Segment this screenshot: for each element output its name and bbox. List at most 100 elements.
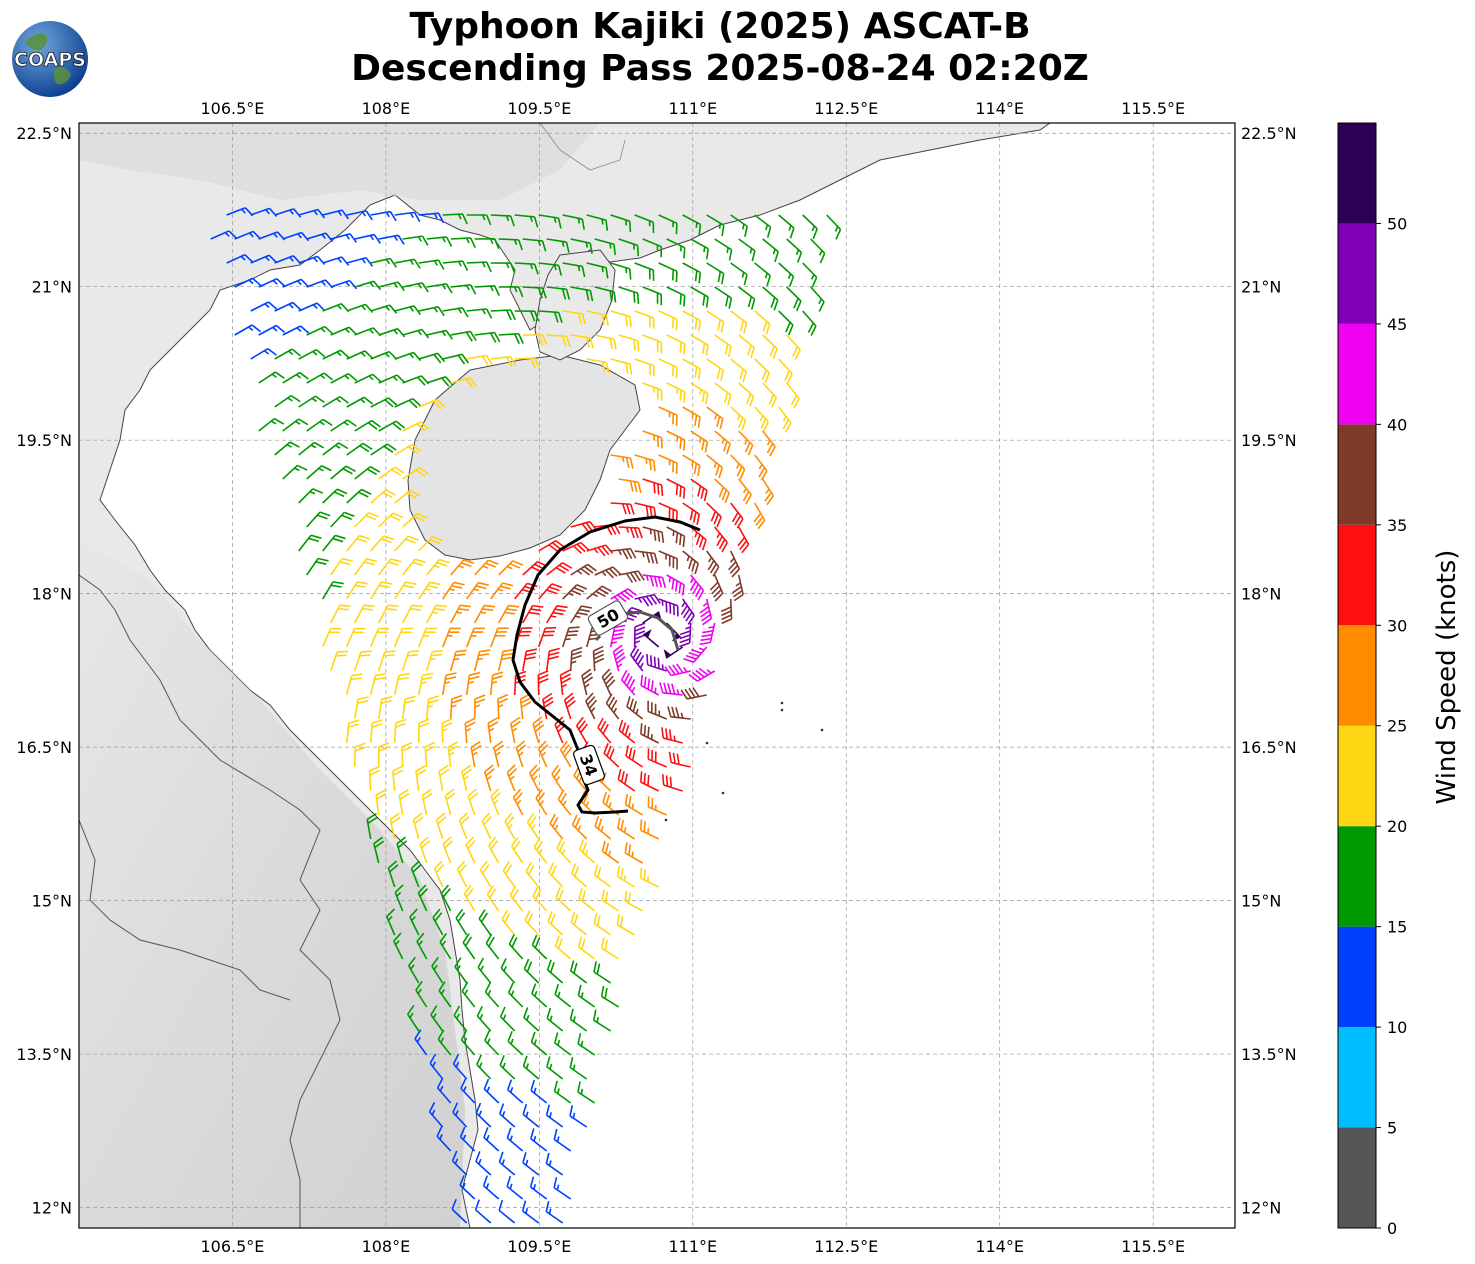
wind-barb — [490, 582, 514, 600]
wind-barb — [514, 262, 539, 275]
wind-barb — [465, 671, 481, 696]
wind-barb — [640, 674, 660, 696]
wind-barb — [549, 813, 564, 840]
wind-barb — [426, 283, 453, 294]
wind-barb — [478, 909, 492, 936]
wind-barb — [497, 648, 514, 672]
wind-barb — [618, 526, 643, 539]
wind-barb — [396, 836, 408, 864]
wind-barb — [329, 650, 348, 672]
wind-barb — [418, 352, 446, 364]
wind-barb — [377, 650, 396, 672]
wind-barb — [532, 886, 548, 912]
wind-barb — [441, 627, 461, 648]
wind-barb — [753, 502, 766, 530]
wind-barb — [730, 262, 748, 286]
wind-barb — [601, 937, 620, 960]
wind-barb — [401, 695, 416, 720]
wind-barb — [682, 310, 702, 332]
wind-barb — [617, 768, 636, 792]
wind-barb — [646, 654, 667, 672]
wind-barb — [417, 884, 429, 912]
wind-barb — [532, 716, 545, 744]
wind-barb — [418, 306, 445, 317]
wind-barb — [378, 374, 406, 384]
wind-barb — [330, 465, 356, 480]
wind-barb — [706, 214, 725, 237]
wind-barb — [282, 325, 310, 336]
wind-barb — [474, 1199, 492, 1224]
wind-barb — [438, 764, 450, 792]
wind-barb — [438, 981, 452, 1008]
wind-barb — [642, 286, 663, 306]
wind-barb — [394, 258, 421, 269]
colorbar-bin — [1338, 524, 1376, 626]
wind-barb — [690, 430, 709, 453]
wind-barb — [354, 373, 382, 384]
wind-barb — [282, 418, 309, 432]
wind-barb — [523, 1007, 540, 1032]
wind-barb — [322, 349, 350, 360]
wind-barb — [730, 214, 749, 237]
wind-barb — [465, 627, 485, 648]
wind-barb — [433, 860, 445, 888]
wind-barb — [483, 764, 495, 792]
wind-barb — [658, 358, 678, 379]
wind-barb — [706, 262, 725, 285]
wind-barb — [425, 649, 444, 672]
wind-barb — [401, 650, 420, 672]
wind-barb — [402, 512, 428, 528]
wind-barb — [499, 1006, 516, 1032]
wind-barb — [601, 840, 620, 864]
wind-barb — [417, 627, 437, 648]
wind-barb — [680, 687, 707, 700]
wind-barb — [353, 742, 366, 768]
wind-barb — [407, 1005, 420, 1032]
wind-barb — [454, 957, 468, 984]
wind-barb — [416, 932, 428, 960]
wind-barb — [373, 836, 385, 864]
wind-barb — [738, 334, 755, 359]
wind-barb — [402, 328, 430, 339]
wind-barb — [410, 860, 422, 888]
wind-barb — [617, 817, 636, 840]
wind-barb — [493, 740, 505, 768]
wind-barb — [593, 864, 612, 888]
wind-barb — [609, 624, 626, 648]
wind-barb — [490, 788, 501, 816]
wind-barb — [610, 358, 633, 375]
country-border-2 — [79, 819, 291, 1001]
colorbar-bin — [1338, 1127, 1376, 1228]
wind-barb — [407, 956, 420, 984]
lat-tick-label-right: 12°N — [1241, 1199, 1281, 1218]
wind-barb — [421, 788, 433, 816]
wind-barb — [451, 1198, 468, 1224]
wind-barb — [658, 262, 678, 283]
wind-barb — [683, 646, 708, 663]
wind-barb — [682, 502, 701, 525]
graticule — [79, 123, 1235, 1228]
wind-barb — [690, 334, 709, 356]
wind-barb — [522, 1152, 540, 1176]
wind-barb — [737, 526, 750, 554]
wind-barb — [258, 371, 285, 384]
wind-barb — [507, 982, 524, 1008]
wind-barb — [393, 672, 410, 696]
wind-barb — [581, 668, 594, 696]
wind-barb — [642, 629, 660, 648]
wind-barb — [258, 417, 285, 432]
wind-barb — [353, 696, 369, 720]
wind-barb — [486, 885, 500, 912]
wind-barb — [522, 604, 544, 624]
wind-barb — [730, 406, 747, 431]
wind-barb — [498, 332, 525, 345]
wind-barb — [640, 723, 660, 744]
wind-barb — [642, 574, 667, 589]
wind-barb — [647, 748, 668, 768]
wind-barb — [658, 454, 678, 474]
wind-barb — [507, 1030, 524, 1056]
wind-barb — [538, 310, 563, 323]
wind-barb — [601, 889, 620, 912]
wind-barb — [394, 397, 422, 409]
wind-barb — [497, 693, 509, 720]
